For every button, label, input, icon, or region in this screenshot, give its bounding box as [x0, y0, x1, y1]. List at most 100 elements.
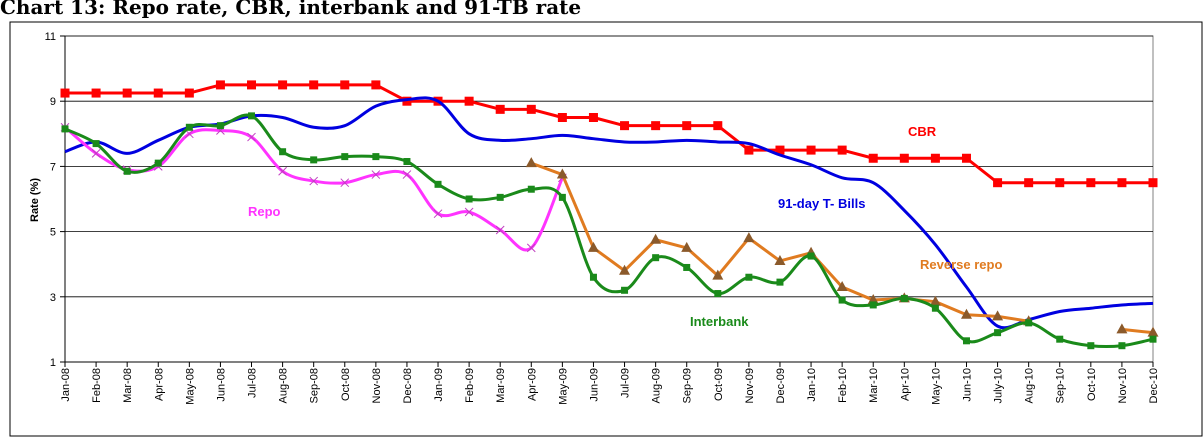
- point: [371, 80, 381, 90]
- x-tick-label: May-09: [557, 368, 569, 405]
- x-tick-label: May-10: [930, 368, 942, 405]
- point: [556, 168, 568, 179]
- point: [1024, 178, 1034, 188]
- x-tick-label: Sep-09: [682, 368, 694, 403]
- point: [91, 149, 101, 158]
- point: [994, 329, 1002, 337]
- point: [279, 148, 287, 156]
- point: [962, 337, 970, 345]
- point: [184, 88, 194, 98]
- point: [434, 180, 442, 188]
- point: [1117, 178, 1127, 188]
- point: [868, 153, 878, 163]
- chart-title: Chart 13: Repo rate, CBR, interbank and …: [0, 0, 581, 19]
- series-label: CBR: [908, 124, 937, 139]
- x-tick-label: Jun-10: [961, 368, 973, 402]
- series-label: 91-day T- Bills: [778, 196, 865, 211]
- point: [1056, 335, 1064, 343]
- y-tick-label: 11: [45, 31, 56, 43]
- point: [652, 254, 660, 262]
- point: [527, 185, 535, 193]
- point: [464, 207, 474, 217]
- x-tick-label: July-10: [993, 368, 1005, 403]
- point: [807, 252, 815, 260]
- point: [526, 243, 536, 253]
- point: [683, 263, 691, 271]
- chart-frame: [9, 21, 1203, 437]
- point: [621, 286, 629, 294]
- point: [91, 88, 101, 98]
- point: [372, 153, 380, 161]
- y-axis-label: Rate (%): [29, 178, 41, 222]
- x-tick-label: Apr-10: [899, 368, 911, 401]
- point: [402, 170, 412, 179]
- series-label: Interbank: [690, 314, 749, 329]
- x-tick-label: Jun-09: [588, 368, 600, 402]
- point: [1118, 342, 1126, 350]
- x-tick-label: Nov-10: [1117, 368, 1129, 403]
- point: [247, 80, 257, 90]
- x-tick-label: Nov-08: [371, 368, 383, 403]
- point: [185, 123, 193, 131]
- point: [402, 96, 412, 106]
- point: [837, 145, 847, 155]
- point: [310, 156, 318, 164]
- point: [464, 96, 474, 106]
- point: [558, 193, 566, 201]
- point: [1116, 323, 1128, 334]
- point: [371, 170, 381, 179]
- point: [216, 122, 224, 130]
- x-tick-label: Aug-08: [278, 368, 290, 403]
- point: [620, 121, 630, 131]
- point: [525, 157, 537, 168]
- point: [899, 153, 909, 163]
- point: [806, 145, 816, 155]
- point: [1149, 335, 1157, 343]
- point: [776, 278, 784, 286]
- x-tick-label: Sep-10: [1055, 368, 1067, 403]
- point: [247, 132, 256, 142]
- point: [1087, 342, 1095, 350]
- point: [775, 145, 785, 155]
- point: [712, 269, 724, 280]
- x-tick-label: Oct-08: [340, 368, 352, 401]
- point: [495, 104, 505, 114]
- point: [651, 121, 661, 131]
- point: [1055, 178, 1065, 188]
- point: [931, 304, 939, 312]
- point: [278, 166, 287, 176]
- point: [526, 104, 536, 114]
- x-tick-label: Apr-08: [153, 368, 165, 401]
- x-tick-label: Oct-10: [1086, 368, 1098, 401]
- point: [309, 80, 319, 90]
- y-tick-label: 3: [50, 292, 56, 304]
- x-tick-label: Jul-09: [620, 368, 632, 398]
- point: [1147, 326, 1159, 337]
- point: [587, 241, 599, 252]
- x-tick-label: Dec-09: [775, 368, 787, 403]
- x-tick-label: Jul-08: [247, 368, 259, 398]
- point: [836, 281, 848, 292]
- point: [743, 232, 755, 243]
- x-tick-label: Jan-08: [60, 368, 72, 402]
- x-tick-label: Feb-08: [91, 368, 103, 403]
- point: [403, 158, 411, 166]
- point: [154, 159, 162, 167]
- y-tick-label: 1: [50, 357, 56, 369]
- x-tick-label: Jan-10: [806, 368, 818, 402]
- x-tick-label: Mar-10: [868, 368, 880, 403]
- point: [153, 88, 163, 98]
- point: [682, 121, 692, 131]
- x-tick-label: Oct-09: [713, 368, 725, 401]
- x-tick-label: Mar-09: [495, 368, 507, 403]
- y-tick-label: 9: [50, 96, 56, 108]
- series-label: Repo: [248, 204, 281, 219]
- x-tick-label: Aug-10: [1024, 368, 1036, 403]
- x-tick-label: Dec-10: [1148, 368, 1160, 403]
- point: [961, 153, 971, 163]
- point: [1086, 178, 1096, 188]
- point: [993, 178, 1003, 188]
- point: [650, 233, 662, 244]
- point: [929, 295, 941, 306]
